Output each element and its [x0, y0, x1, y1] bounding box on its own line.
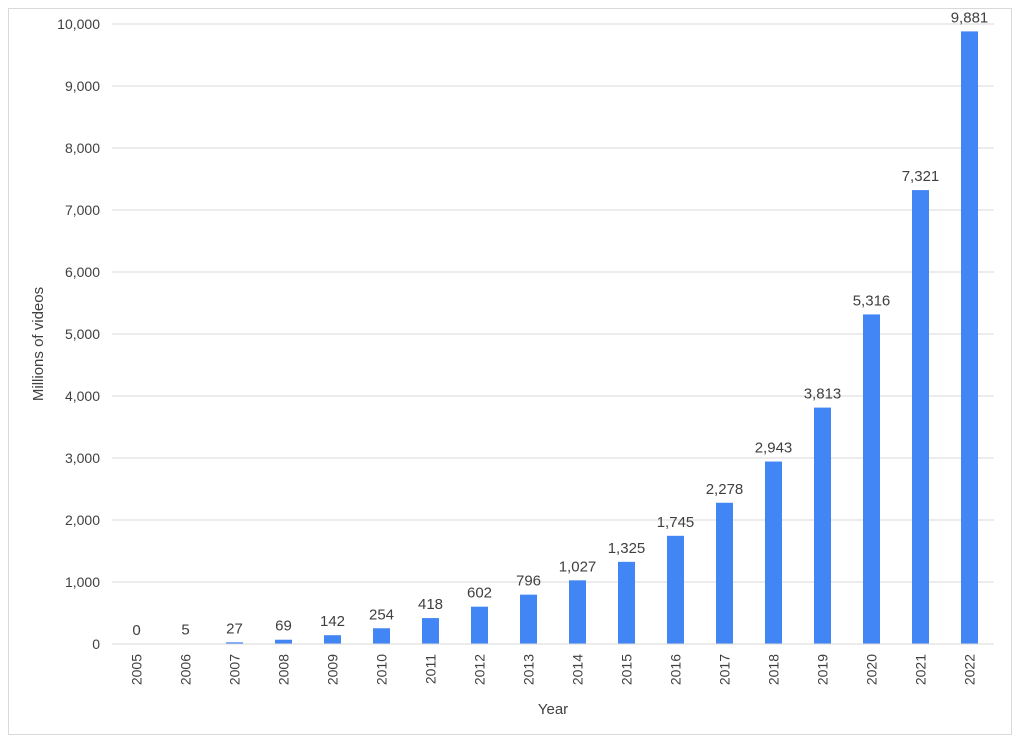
x-tick-label: 2021: [913, 654, 929, 685]
bar: [226, 642, 243, 644]
y-tick-label: 8,000: [65, 140, 100, 156]
data-label: 1,325: [608, 540, 646, 557]
y-axis-tick-labels: 0 1,000 2,000 3,000 4,000 5,000 6,000 7,000 8,00…: [57, 16, 100, 652]
y-tick-label: 9,000: [65, 78, 100, 94]
x-tick-label: 2014: [570, 654, 586, 685]
data-label: 602: [467, 585, 492, 602]
x-tick-label: 2009: [325, 654, 341, 685]
y-tick-label: 1,000: [65, 574, 100, 590]
bar: [912, 190, 929, 644]
data-label: 1,745: [657, 514, 695, 531]
bar: [373, 628, 390, 644]
data-label: 142: [320, 613, 345, 630]
x-tick-label: 2012: [472, 654, 488, 685]
x-tick-label: 2016: [668, 654, 684, 685]
bars: [177, 31, 978, 645]
chart-frame: [8, 8, 1012, 735]
data-label: 7,321: [902, 168, 940, 185]
x-tick-label: 2010: [374, 654, 390, 685]
x-tick-label: 2019: [815, 654, 831, 685]
bar: [324, 635, 341, 644]
bar: [275, 639, 292, 644]
data-label: 1,027: [559, 558, 597, 575]
x-axis-tick-labels: 2005 2006 2007 2008 2009 2010 2011 2012 2013 2014…: [129, 654, 978, 685]
x-tick-label: 2020: [864, 654, 880, 685]
data-label: 796: [516, 573, 541, 590]
x-tick-label: 2018: [766, 654, 782, 685]
y-tick-label: 4,000: [65, 388, 100, 404]
bar: [618, 561, 635, 644]
y-tick-label: 7,000: [65, 202, 100, 218]
x-tick-label: 2006: [178, 654, 194, 685]
bar: [814, 407, 831, 644]
bar: [863, 314, 880, 644]
data-label: 5: [181, 622, 189, 639]
data-labels: 0 5 27 69 142 254 418 602 796 1,027 1,325 1,745 2,27…: [132, 9, 988, 639]
y-tick-label: 3,000: [65, 450, 100, 466]
data-label: 2,943: [755, 440, 793, 457]
data-label: 69: [275, 618, 292, 635]
y-axis-title: Millions of videos: [30, 287, 47, 401]
bar: [961, 31, 978, 645]
y-tick-label: 10,000: [57, 16, 100, 32]
data-label: 418: [418, 596, 443, 613]
data-label: 9,881: [951, 9, 989, 26]
x-tick-label: 2008: [276, 654, 292, 685]
x-tick-label: 2007: [227, 654, 243, 685]
y-tick-label: 5,000: [65, 326, 100, 342]
x-tick-label: 2015: [619, 654, 635, 685]
x-tick-label: 2017: [717, 654, 733, 685]
bar: [765, 461, 782, 644]
y-tick-label: 2,000: [65, 512, 100, 528]
bar: [667, 535, 684, 644]
data-label: 3,813: [804, 386, 842, 403]
data-label: 27: [226, 620, 243, 637]
x-tick-label: 2013: [521, 654, 537, 685]
bar: [422, 618, 439, 644]
data-label: 0: [132, 622, 140, 639]
data-label: 254: [369, 606, 394, 623]
y-tick-label: 6,000: [65, 264, 100, 280]
x-tick-label: 2022: [962, 654, 978, 685]
data-label: 2,278: [706, 481, 744, 498]
gridlines: [112, 23, 994, 583]
x-axis-title: Year: [538, 701, 568, 718]
x-tick-label: 2011: [423, 654, 439, 684]
y-tick-label: 0: [92, 636, 100, 652]
bar: [520, 594, 537, 644]
bar: [716, 502, 733, 644]
x-tick-label: 2005: [129, 654, 145, 685]
bar: [569, 580, 586, 644]
data-label: 5,316: [853, 292, 891, 309]
bar: [471, 606, 488, 644]
